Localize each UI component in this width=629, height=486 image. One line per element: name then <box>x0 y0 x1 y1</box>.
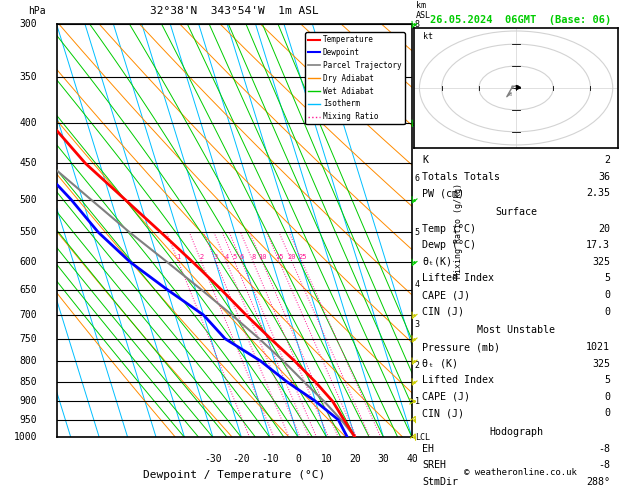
Text: 20: 20 <box>288 254 296 260</box>
Text: CIN (J): CIN (J) <box>422 408 464 418</box>
Text: kt: kt <box>423 32 433 41</box>
Text: K: K <box>422 156 428 165</box>
Text: 5: 5 <box>604 375 610 385</box>
Text: PW (cm): PW (cm) <box>422 189 464 198</box>
Text: Pressure (mb): Pressure (mb) <box>422 342 500 352</box>
Legend: Temperature, Dewpoint, Parcel Trajectory, Dry Adiabat, Wet Adiabat, Isotherm, Mi: Temperature, Dewpoint, Parcel Trajectory… <box>305 32 404 124</box>
Text: 20: 20 <box>598 224 610 234</box>
Text: 1021: 1021 <box>586 342 610 352</box>
Text: 2.35: 2.35 <box>586 189 610 198</box>
Text: 7: 7 <box>415 101 420 110</box>
Text: Most Unstable: Most Unstable <box>477 326 555 335</box>
Text: 325: 325 <box>592 359 610 368</box>
Text: 1: 1 <box>415 397 420 406</box>
Text: 4: 4 <box>225 254 228 260</box>
Text: Lifted Index: Lifted Index <box>422 274 494 283</box>
Text: 6: 6 <box>511 85 514 90</box>
Text: 950: 950 <box>19 415 37 425</box>
Text: 0: 0 <box>604 307 610 316</box>
Text: Dewp (°C): Dewp (°C) <box>422 241 476 250</box>
Text: 30: 30 <box>377 454 389 464</box>
Text: Mixing Ratio (g/kg): Mixing Ratio (g/kg) <box>454 183 463 278</box>
Text: 850: 850 <box>19 377 37 387</box>
Text: CAPE (J): CAPE (J) <box>422 392 470 401</box>
Text: 0: 0 <box>604 392 610 401</box>
Text: Totals Totals: Totals Totals <box>422 172 500 182</box>
Text: 25: 25 <box>298 254 306 260</box>
Text: CAPE (J): CAPE (J) <box>422 290 470 300</box>
Text: 325: 325 <box>592 257 610 267</box>
Text: -20: -20 <box>233 454 250 464</box>
Text: 300: 300 <box>19 19 37 29</box>
Text: 450: 450 <box>19 158 37 169</box>
Text: 4: 4 <box>415 280 420 289</box>
Text: LCL: LCL <box>415 433 430 442</box>
Text: θₜ (K): θₜ (K) <box>422 359 458 368</box>
Text: 2: 2 <box>199 254 204 260</box>
Text: 500: 500 <box>19 194 37 205</box>
Text: Dewpoint / Temperature (°C): Dewpoint / Temperature (°C) <box>143 470 325 481</box>
Text: 6: 6 <box>240 254 244 260</box>
Text: Lifted Index: Lifted Index <box>422 375 494 385</box>
Text: 350: 350 <box>19 72 37 82</box>
Text: 3: 3 <box>214 254 218 260</box>
Text: SREH: SREH <box>422 460 446 470</box>
Text: 0: 0 <box>604 290 610 300</box>
Text: 2: 2 <box>604 156 610 165</box>
Text: 26.05.2024  06GMT  (Base: 06): 26.05.2024 06GMT (Base: 06) <box>430 15 611 25</box>
Text: Surface: Surface <box>495 208 537 217</box>
Text: 600: 600 <box>19 257 37 267</box>
Text: θₜ(K): θₜ(K) <box>422 257 452 267</box>
Text: 750: 750 <box>19 334 37 344</box>
Text: -8: -8 <box>598 444 610 453</box>
Text: hPa: hPa <box>28 6 46 16</box>
Text: 6: 6 <box>415 174 420 183</box>
Text: 40: 40 <box>406 454 418 464</box>
Text: 700: 700 <box>19 310 37 320</box>
Text: 288°: 288° <box>586 477 610 486</box>
Text: 5: 5 <box>604 274 610 283</box>
Text: 5: 5 <box>415 228 420 237</box>
Text: Hodograph: Hodograph <box>489 427 543 437</box>
Text: 900: 900 <box>19 396 37 406</box>
Text: CIN (J): CIN (J) <box>422 307 464 316</box>
Text: © weatheronline.co.uk: © weatheronline.co.uk <box>464 468 577 477</box>
Text: 0: 0 <box>296 454 301 464</box>
Text: 8: 8 <box>251 254 255 260</box>
Text: -30: -30 <box>204 454 222 464</box>
Text: 36: 36 <box>598 172 610 182</box>
Text: EH: EH <box>422 444 434 453</box>
Text: 9: 9 <box>516 85 520 90</box>
Text: Temp (°C): Temp (°C) <box>422 224 476 234</box>
Text: 800: 800 <box>19 356 37 366</box>
Text: 3: 3 <box>509 92 512 97</box>
Text: 32°38'N  343°54'W  1m ASL: 32°38'N 343°54'W 1m ASL <box>150 6 319 16</box>
Text: StmDir: StmDir <box>422 477 458 486</box>
Text: 400: 400 <box>19 118 37 128</box>
Text: 10: 10 <box>258 254 267 260</box>
Text: 8: 8 <box>415 20 420 29</box>
Text: 2: 2 <box>415 361 420 369</box>
Text: 20: 20 <box>349 454 361 464</box>
Text: 0: 0 <box>604 408 610 418</box>
Text: km
ASL: km ASL <box>416 1 430 20</box>
Text: 15: 15 <box>276 254 284 260</box>
Text: 550: 550 <box>19 227 37 237</box>
Text: 17.3: 17.3 <box>586 241 610 250</box>
Text: 10: 10 <box>321 454 333 464</box>
Text: -8: -8 <box>598 460 610 470</box>
Text: 650: 650 <box>19 285 37 295</box>
Text: 5: 5 <box>233 254 237 260</box>
Text: 1: 1 <box>176 254 181 260</box>
Text: -10: -10 <box>261 454 279 464</box>
Text: 1000: 1000 <box>14 433 37 442</box>
Text: 3: 3 <box>415 320 420 329</box>
